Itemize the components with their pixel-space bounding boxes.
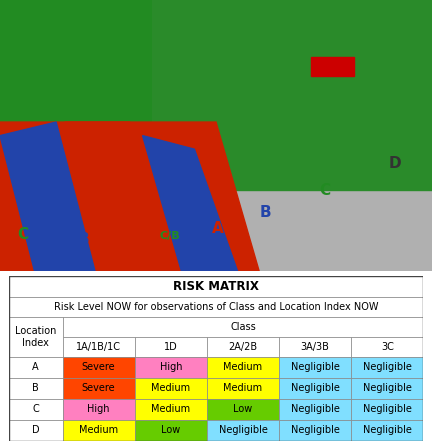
Text: A: A [212, 221, 223, 236]
Text: 1D: 1D [164, 342, 178, 352]
FancyBboxPatch shape [63, 317, 423, 337]
FancyBboxPatch shape [9, 357, 63, 378]
Text: D: D [32, 426, 39, 435]
FancyBboxPatch shape [279, 378, 351, 399]
FancyBboxPatch shape [135, 378, 207, 399]
Text: C/B: C/B [160, 231, 181, 241]
Text: Negligible: Negligible [363, 426, 412, 435]
FancyBboxPatch shape [279, 420, 351, 441]
FancyBboxPatch shape [279, 399, 351, 420]
FancyBboxPatch shape [135, 399, 207, 420]
Text: Medium: Medium [223, 362, 263, 372]
FancyBboxPatch shape [63, 378, 135, 399]
Text: Location
Index: Location Index [15, 326, 56, 348]
FancyBboxPatch shape [9, 317, 63, 357]
FancyBboxPatch shape [207, 399, 279, 420]
FancyBboxPatch shape [135, 337, 207, 357]
FancyBboxPatch shape [279, 357, 351, 378]
Text: B: B [78, 232, 89, 247]
Text: Negligible: Negligible [363, 362, 412, 372]
Text: Negligible: Negligible [291, 362, 340, 372]
Text: C: C [320, 183, 331, 198]
Text: High: High [159, 362, 182, 372]
Text: High: High [87, 404, 110, 415]
FancyBboxPatch shape [351, 378, 423, 399]
Polygon shape [0, 122, 259, 271]
FancyBboxPatch shape [9, 399, 63, 420]
FancyBboxPatch shape [63, 337, 135, 357]
FancyBboxPatch shape [207, 337, 279, 357]
Text: Risk Level NOW for observations of Class and Location Index NOW: Risk Level NOW for observations of Class… [54, 302, 378, 312]
FancyBboxPatch shape [351, 420, 423, 441]
Text: Low: Low [233, 404, 253, 415]
Text: Negligible: Negligible [291, 404, 340, 415]
Text: Negligible: Negligible [363, 383, 412, 393]
FancyBboxPatch shape [9, 297, 423, 317]
FancyBboxPatch shape [9, 276, 423, 297]
Text: 3A/3B: 3A/3B [301, 342, 330, 352]
FancyBboxPatch shape [135, 357, 207, 378]
Text: B: B [32, 383, 39, 393]
FancyBboxPatch shape [63, 420, 135, 441]
FancyBboxPatch shape [135, 420, 207, 441]
Polygon shape [143, 135, 238, 271]
Text: 2A/2B: 2A/2B [229, 342, 257, 352]
Text: C: C [17, 227, 29, 242]
Text: Low: Low [161, 426, 181, 435]
Text: Severe: Severe [82, 383, 115, 393]
Text: Negligible: Negligible [291, 426, 340, 435]
Polygon shape [0, 122, 95, 271]
Text: A: A [32, 362, 39, 372]
Text: Severe: Severe [82, 362, 115, 372]
Bar [311, 57, 354, 76]
Text: Negligible: Negligible [219, 426, 267, 435]
Text: A: A [125, 232, 137, 247]
FancyBboxPatch shape [351, 399, 423, 420]
Text: Medium: Medium [79, 426, 118, 435]
Polygon shape [65, 122, 173, 271]
FancyBboxPatch shape [351, 357, 423, 378]
FancyBboxPatch shape [207, 378, 279, 399]
Text: Negligible: Negligible [363, 404, 412, 415]
Polygon shape [130, 0, 432, 190]
Text: RISK MATRIX: RISK MATRIX [173, 280, 259, 293]
Text: B: B [259, 205, 271, 220]
Text: 3C: 3C [381, 342, 394, 352]
Text: Medium: Medium [151, 383, 191, 393]
Text: D: D [389, 156, 401, 171]
FancyBboxPatch shape [63, 399, 135, 420]
Text: Negligible: Negligible [291, 383, 340, 393]
Text: Class: Class [230, 322, 256, 332]
Text: 1A/1B/1C: 1A/1B/1C [76, 342, 121, 352]
Text: C: C [32, 404, 39, 415]
FancyBboxPatch shape [207, 357, 279, 378]
FancyBboxPatch shape [63, 357, 135, 378]
Text: Medium: Medium [223, 383, 263, 393]
FancyBboxPatch shape [9, 378, 63, 399]
FancyBboxPatch shape [351, 337, 423, 357]
Text: Medium: Medium [151, 404, 191, 415]
FancyBboxPatch shape [207, 420, 279, 441]
FancyBboxPatch shape [279, 337, 351, 357]
Polygon shape [0, 0, 151, 190]
FancyBboxPatch shape [9, 420, 63, 441]
